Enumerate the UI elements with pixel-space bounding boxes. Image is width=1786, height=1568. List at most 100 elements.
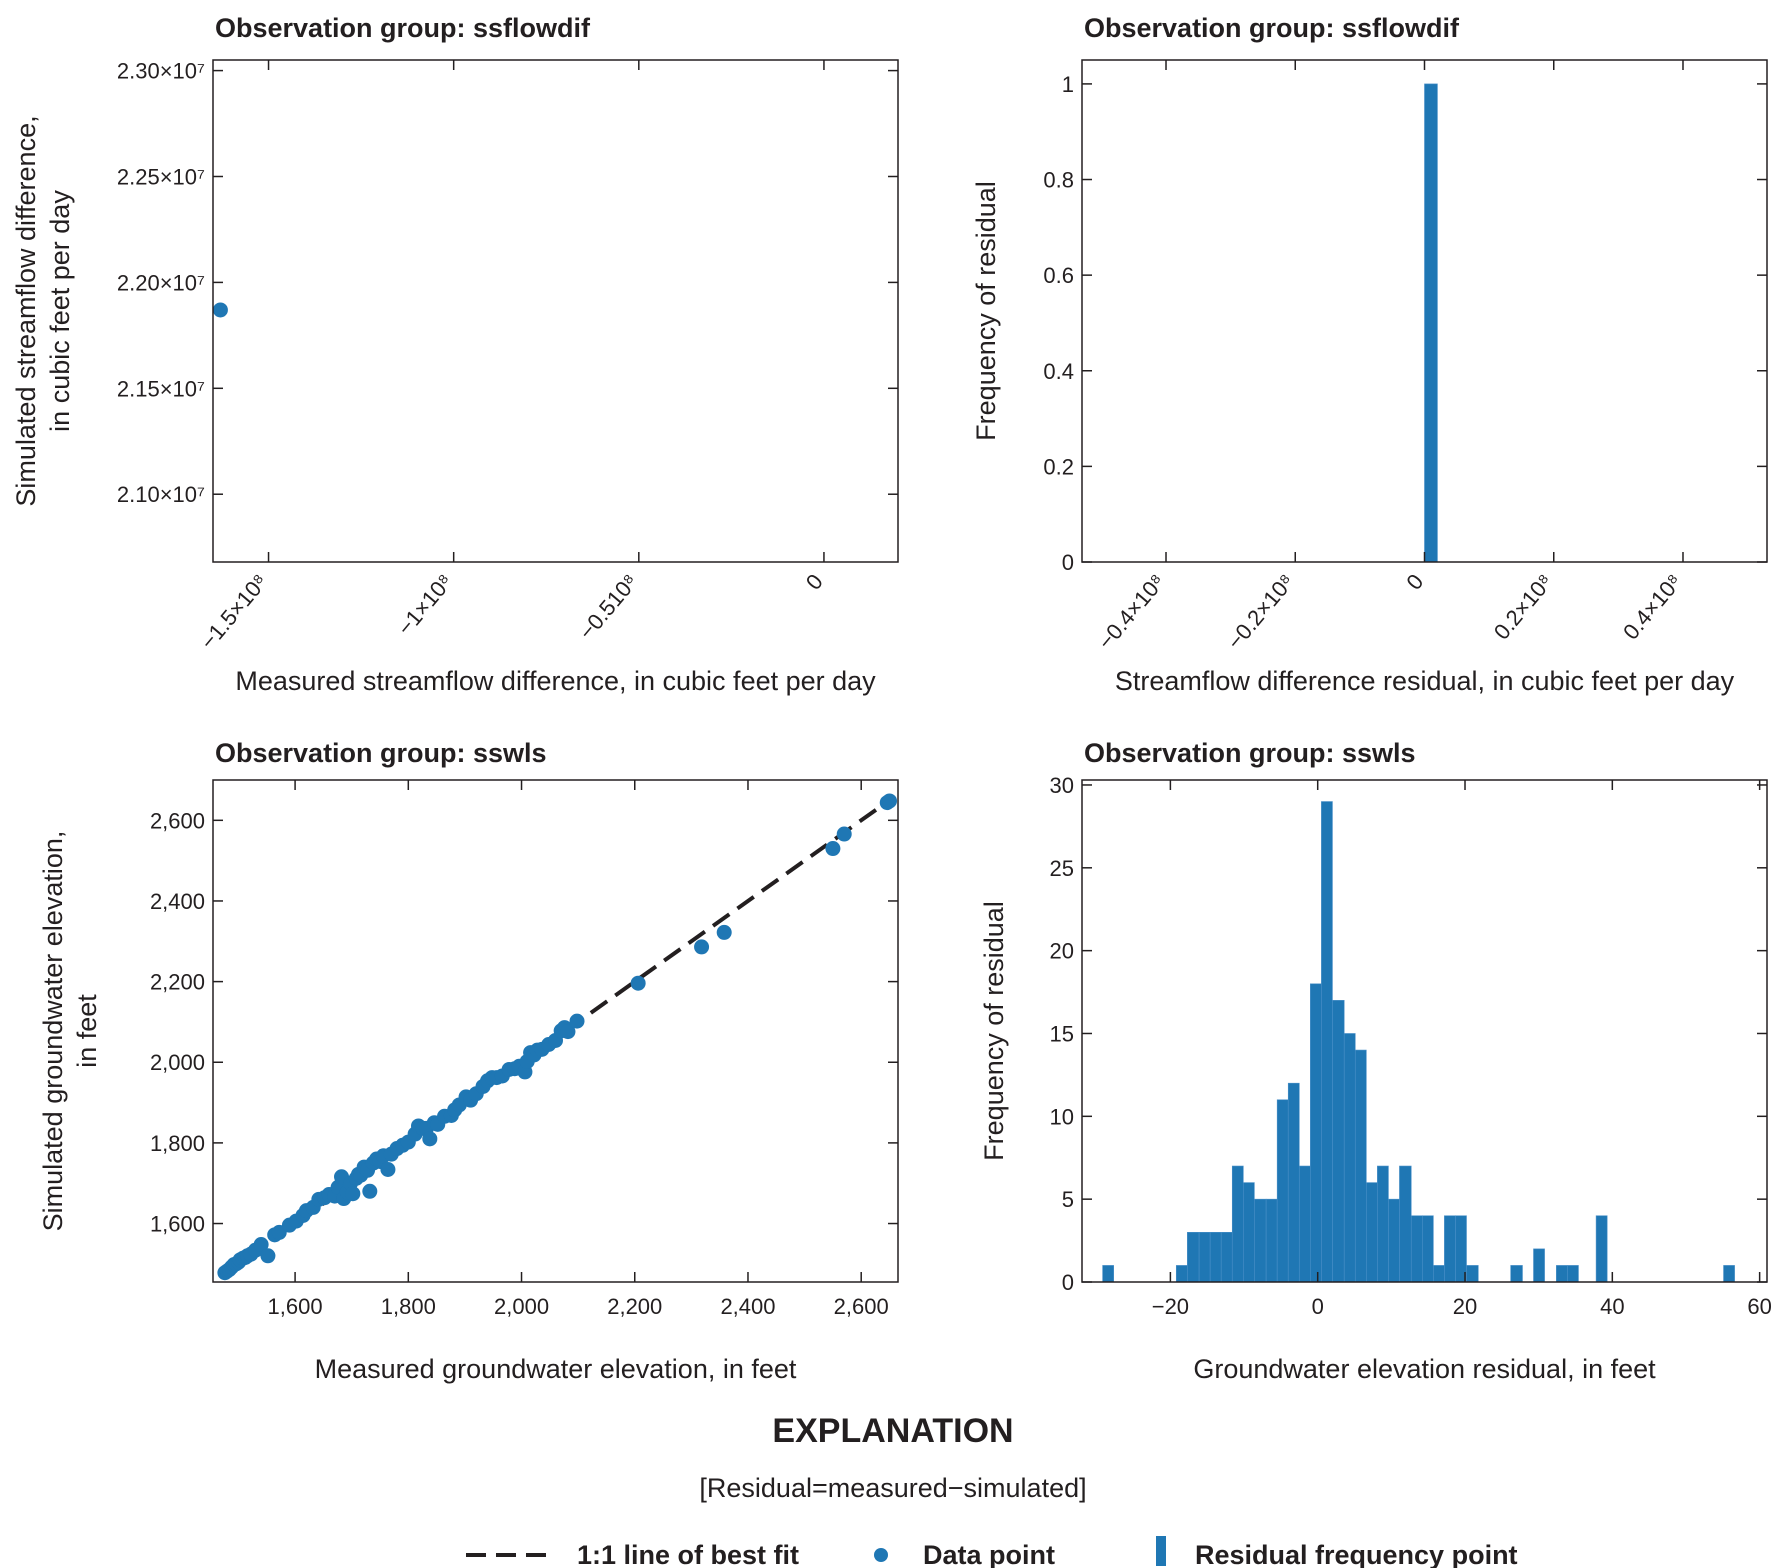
data-point bbox=[836, 826, 852, 842]
y-tick-label: 2,200 bbox=[150, 970, 205, 995]
histogram-bar bbox=[1354, 1049, 1367, 1283]
plot-frame bbox=[212, 779, 899, 1283]
x-axis-label: Groundwater elevation residual, in feet bbox=[1193, 1354, 1656, 1384]
histogram-bar bbox=[1265, 1198, 1278, 1283]
x-tick-label: −0.510⁸ bbox=[574, 569, 643, 644]
data-point bbox=[380, 1162, 396, 1178]
y-tick-label: 0.4 bbox=[1043, 359, 1074, 384]
x-axis-label: Measured streamflow difference, in cubic… bbox=[235, 666, 876, 696]
x-tick-label: 2,600 bbox=[834, 1294, 889, 1319]
histogram-bar bbox=[1595, 1215, 1608, 1283]
chart-p3: Observation group: sswls 1,600 1,800 2,000 2… bbox=[38, 738, 899, 1384]
histogram-bar bbox=[1410, 1215, 1423, 1283]
chart-panels: Observation group: ssflowdif −1.5×10⁸ −1×1… bbox=[11, 13, 1772, 1384]
histogram-bar bbox=[1421, 1215, 1434, 1283]
data-point bbox=[716, 924, 732, 940]
x-tick-label: 20 bbox=[1453, 1294, 1477, 1319]
histogram-bar bbox=[1343, 1033, 1356, 1283]
histogram-bar bbox=[1310, 983, 1322, 1283]
chart-p1: Observation group: ssflowdif −1.5×10⁸ −1×1… bbox=[11, 13, 899, 696]
histogram-bar bbox=[1723, 1265, 1735, 1283]
x-tick-label: −1.5×10⁸ bbox=[195, 569, 272, 654]
legend-fit-line-label: 1:1 line of best fit bbox=[577, 1540, 799, 1568]
x-axis-label: Streamflow difference residual, in cubic… bbox=[1115, 666, 1735, 696]
y-axis-label: in cubic feet per day bbox=[45, 190, 75, 432]
x-tick-label: 0 bbox=[1401, 569, 1428, 594]
legend-data-point-label: Data point bbox=[923, 1540, 1055, 1568]
chart-p2: Observation group: ssflowdif −0.4×10⁸ −0.2… bbox=[971, 13, 1768, 696]
x-tick-label: 60 bbox=[1747, 1294, 1771, 1319]
y-tick-label: 2.15×10⁷ bbox=[117, 376, 205, 401]
histogram-bar bbox=[1298, 1165, 1311, 1283]
histogram-bar bbox=[1388, 1198, 1400, 1283]
y-tick-label: 1,800 bbox=[150, 1131, 205, 1156]
y-tick-label: 2,000 bbox=[150, 1050, 205, 1075]
histogram-bar bbox=[1444, 1215, 1456, 1283]
y-axis-label: Simulated streamflow difference, bbox=[11, 115, 41, 506]
legend-residual-swatch bbox=[1156, 1536, 1166, 1566]
histogram-bar bbox=[1433, 1265, 1445, 1283]
x-tick-label: 0.4×10⁸ bbox=[1618, 569, 1687, 644]
legend-residual-label: Residual frequency point bbox=[1195, 1540, 1518, 1568]
y-axis-label: Frequency of residual bbox=[971, 181, 1001, 441]
y-tick-label: 2.20×10⁷ bbox=[117, 270, 205, 295]
x-tick-label: −0.2×10⁸ bbox=[1222, 569, 1299, 654]
histogram-bar bbox=[1187, 1231, 1200, 1283]
x-tick-label: −1×10⁸ bbox=[392, 569, 457, 640]
y-tick-label: 30 bbox=[1050, 773, 1074, 798]
y-tick-label: 0.2 bbox=[1043, 454, 1074, 479]
x-tick-label: 2,400 bbox=[720, 1294, 775, 1319]
data-point bbox=[560, 1024, 576, 1040]
y-tick-label: 2,400 bbox=[150, 889, 205, 914]
histogram-bar bbox=[1254, 1198, 1267, 1283]
histogram-bar bbox=[1175, 1265, 1188, 1283]
legend-data-point-swatch bbox=[874, 1548, 888, 1562]
histogram-bar bbox=[1399, 1165, 1412, 1283]
y-tick-label: 1 bbox=[1062, 72, 1074, 97]
x-tick-label: 1,600 bbox=[268, 1294, 323, 1319]
histogram-bar bbox=[1510, 1265, 1523, 1283]
histogram-bar bbox=[1533, 1248, 1545, 1283]
explanation-subtitle: [Residual=measured−simulated] bbox=[699, 1473, 1086, 1503]
x-tick-label: 1,800 bbox=[381, 1294, 436, 1319]
explanation-title: EXPLANATION bbox=[772, 1412, 1013, 1450]
histogram-bar bbox=[1220, 1231, 1233, 1283]
y-axis-label: Frequency of residual bbox=[979, 901, 1009, 1161]
histogram-bar bbox=[1198, 1231, 1211, 1283]
data-point bbox=[630, 975, 646, 991]
x-axis-label: Measured groundwater elevation, in feet bbox=[315, 1354, 797, 1384]
data-point bbox=[260, 1248, 276, 1264]
data-point bbox=[422, 1131, 438, 1147]
chart-p4: Observation group: sswls −20 0 20 40 60 0 5 10 15… bbox=[979, 738, 1772, 1384]
x-tick-label: 0.2×10⁸ bbox=[1489, 569, 1558, 644]
data-point bbox=[882, 793, 898, 809]
data-point bbox=[212, 302, 228, 318]
histogram-bar bbox=[1556, 1265, 1568, 1283]
y-tick-label: 25 bbox=[1050, 856, 1074, 881]
data-point bbox=[345, 1186, 361, 1202]
histogram-bar bbox=[1102, 1265, 1114, 1283]
histogram-bar bbox=[1567, 1265, 1579, 1283]
x-tick-label: 0 bbox=[801, 569, 828, 594]
explanation-legend: EXPLANATION [Residual=measured−simulated… bbox=[466, 1412, 1518, 1568]
chart-title: Observation group: sswls bbox=[1084, 738, 1416, 768]
data-point bbox=[253, 1237, 269, 1253]
y-tick-label: 0.6 bbox=[1043, 263, 1074, 288]
x-tick-label: 40 bbox=[1600, 1294, 1624, 1319]
x-tick-label: 2,000 bbox=[494, 1294, 549, 1319]
y-tick-label: 5 bbox=[1062, 1187, 1074, 1212]
data-point bbox=[694, 939, 710, 955]
histogram-bar bbox=[1276, 1099, 1289, 1283]
y-tick-label: 15 bbox=[1050, 1021, 1074, 1046]
y-tick-label: 0 bbox=[1062, 1270, 1074, 1295]
x-tick-label: −20 bbox=[1152, 1294, 1189, 1319]
chart-title: Observation group: ssflowdif bbox=[1084, 13, 1460, 43]
histogram-bar bbox=[1209, 1231, 1222, 1283]
data-point bbox=[569, 1013, 585, 1029]
histogram-bar bbox=[1243, 1182, 1255, 1283]
histogram-bar bbox=[1377, 1165, 1389, 1283]
data-point bbox=[362, 1183, 378, 1199]
x-tick-label: −0.4×10⁸ bbox=[1093, 569, 1170, 654]
x-tick-label: 2,200 bbox=[607, 1294, 662, 1319]
